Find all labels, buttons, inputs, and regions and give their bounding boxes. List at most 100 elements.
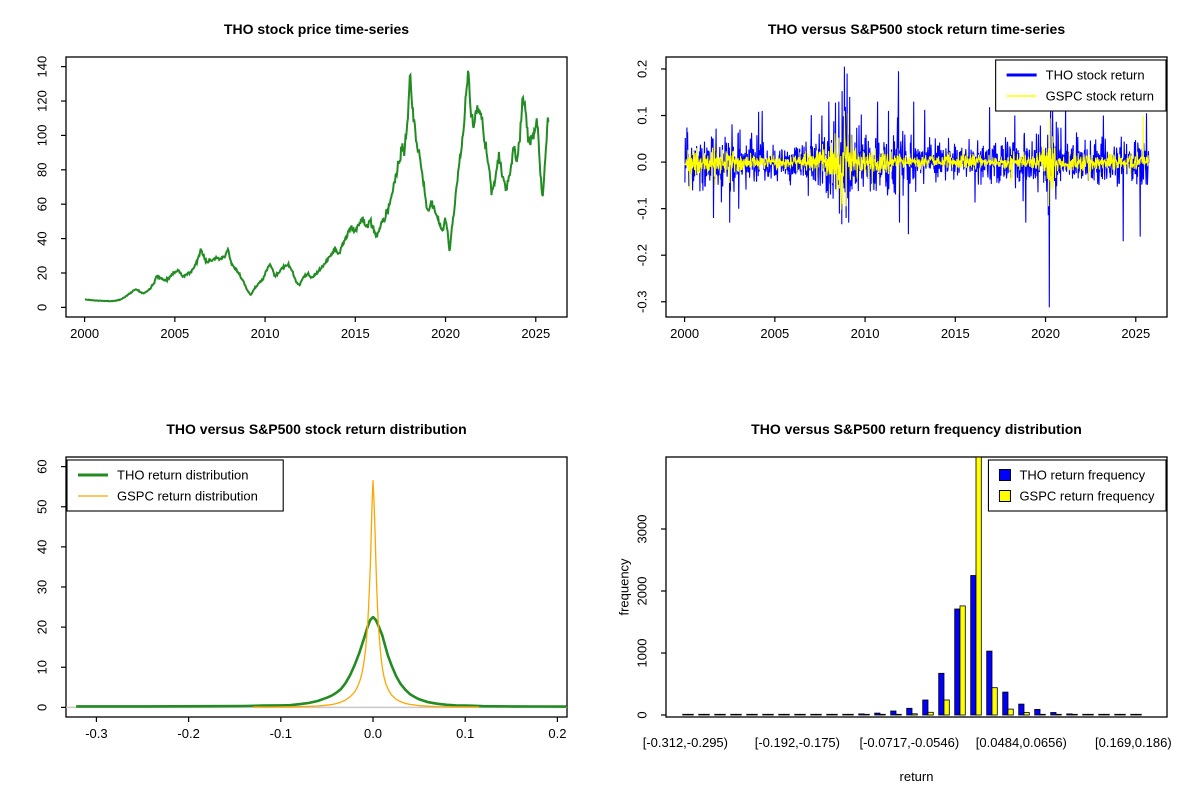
y-tick-label: 0.0: [635, 153, 650, 171]
histogram-bar-gspc: [719, 713, 726, 716]
legend: THO stock return GSPC stock return: [995, 59, 1167, 112]
histogram-bar-gspc: [1087, 713, 1094, 716]
histogram-bar-gspc: [783, 713, 790, 716]
histogram-bar-tho: [922, 699, 929, 716]
histogram-bar-gspc: [911, 713, 918, 716]
plot-title: THO versus S&P500 stock return time-seri…: [768, 21, 1065, 37]
plot-box: [665, 456, 1168, 718]
plot-title: THO stock price time-series: [224, 21, 409, 37]
x-tick-label: 0.2: [548, 726, 566, 741]
histogram-bar-tho: [954, 608, 961, 716]
histogram-bar-gspc: [1039, 713, 1046, 716]
histogram-bar-gspc: [863, 713, 870, 716]
histogram-bar-tho: [794, 713, 801, 716]
histogram-bar-tho: [906, 707, 913, 716]
x-tick-label: -0.3: [85, 726, 107, 741]
histogram-bar-tho: [986, 650, 993, 716]
histogram-bar-gspc: [735, 713, 742, 716]
legend-label: GSPC stock return: [1046, 89, 1154, 104]
y-tick-label: 1000: [635, 639, 650, 668]
gspc-return-series: [684, 110, 1150, 210]
y-tick-label: 80: [35, 163, 50, 177]
x-tick-label: 2025: [521, 326, 550, 341]
legend: THO return frequency GSPC return frequenc…: [987, 459, 1167, 512]
histogram-bar-tho: [810, 713, 817, 716]
histogram-bar-gspc: [1135, 713, 1142, 716]
histogram-bar-gspc: [975, 457, 982, 716]
y-tick-label: 120: [35, 90, 50, 112]
x-tick-label: 2020: [431, 326, 460, 341]
y-tick-label: 0.1: [635, 106, 650, 124]
x-axis-title: return: [900, 769, 934, 784]
histogram-bar-tho: [1098, 713, 1105, 716]
bin-label: [-0.312,-0.295): [643, 735, 728, 750]
histogram-bar-tho: [1018, 703, 1025, 716]
histogram-bar-gspc: [799, 713, 806, 716]
y-tick-label: 40: [35, 231, 50, 245]
histogram-bar-tho: [714, 713, 721, 716]
legend-label: THO stock return: [1046, 68, 1145, 83]
histogram-bar-gspc: [1103, 713, 1110, 716]
histogram-bar-tho: [746, 713, 753, 716]
legend-box-sample: [998, 490, 1011, 502]
histogram-bar-tho: [1034, 708, 1041, 716]
bin-label: [-0.192,-0.175): [755, 735, 840, 750]
y-tick-label: 30: [35, 580, 50, 594]
y-tick-label: 40: [35, 540, 50, 554]
histogram-bar-gspc: [1007, 708, 1014, 716]
histogram-bar-tho: [938, 672, 945, 716]
y-tick-label: 0: [35, 304, 50, 311]
histogram-bar-gspc: [895, 713, 902, 716]
x-tick-label: 2010: [251, 326, 280, 341]
histogram-bar-gspc: [847, 713, 854, 716]
plot-box: [665, 56, 1168, 318]
histogram-bar-gspc: [1055, 713, 1062, 716]
bin-label: [0.0484,0.0656): [976, 735, 1067, 750]
panel-return-distribution: THO versus S&P500 stock return distribut…: [35, 421, 568, 741]
histogram-bar-gspc: [943, 699, 950, 716]
histogram-bar-tho: [1082, 713, 1089, 716]
y-tick-label: 100: [35, 125, 50, 147]
y-tick-label: 0.2: [635, 60, 650, 78]
y-tick-label: -0.2: [635, 244, 650, 266]
x-tick-label: 2000: [670, 326, 699, 341]
y-tick-label: 10: [35, 660, 50, 674]
x-tick-label: 0.0: [364, 726, 382, 741]
panel-price-timeseries: THO stock price time-series 2000 2005 2010 2…: [35, 21, 568, 341]
legend-label: GSPC return frequency: [1019, 489, 1155, 504]
histogram-bar-gspc: [703, 713, 710, 716]
histogram-bar-tho: [1050, 712, 1057, 716]
histogram-bar-gspc: [751, 713, 758, 716]
y-tick-label: 60: [35, 459, 50, 473]
legend-box-sample: [998, 469, 1011, 481]
histogram-bar-gspc: [959, 605, 966, 716]
y-tick-label: 2000: [635, 577, 650, 606]
legend: THO return distribution GSPC return distr…: [66, 459, 284, 512]
histogram-bar-tho: [730, 713, 737, 716]
y-tick-label: 140: [35, 56, 50, 78]
plot-box: [65, 56, 568, 318]
density-curve-gspc: [253, 480, 480, 708]
y-axis-title: frequency: [617, 558, 632, 616]
x-tick-label: 2005: [760, 326, 789, 341]
histogram-bar-tho: [682, 713, 689, 716]
histogram-bar-gspc: [815, 713, 822, 716]
histogram-bar-tho: [842, 713, 849, 716]
y-tick-label: 3000: [635, 515, 650, 544]
x-tick-label: 2005: [160, 326, 189, 341]
histogram-bar-tho: [970, 575, 977, 716]
y-tick-label: 50: [35, 500, 50, 514]
x-tick-label: -0.1: [270, 726, 292, 741]
histogram-bar-gspc: [1071, 713, 1078, 716]
histogram-bar-gspc: [879, 713, 886, 716]
y-tick-label: -0.3: [635, 291, 650, 313]
plot-title: THO versus S&P500 return frequency distr…: [751, 421, 1082, 437]
panel-return-timeseries: THO versus S&P500 stock return time-seri…: [635, 21, 1168, 341]
histogram-bar-gspc: [831, 713, 838, 716]
legend-label: THO return frequency: [1019, 468, 1145, 483]
x-tick-label: 2015: [341, 326, 370, 341]
legend-box: [995, 59, 1167, 112]
histogram-bar-tho: [1130, 713, 1137, 716]
histogram-bar-tho: [858, 713, 865, 716]
